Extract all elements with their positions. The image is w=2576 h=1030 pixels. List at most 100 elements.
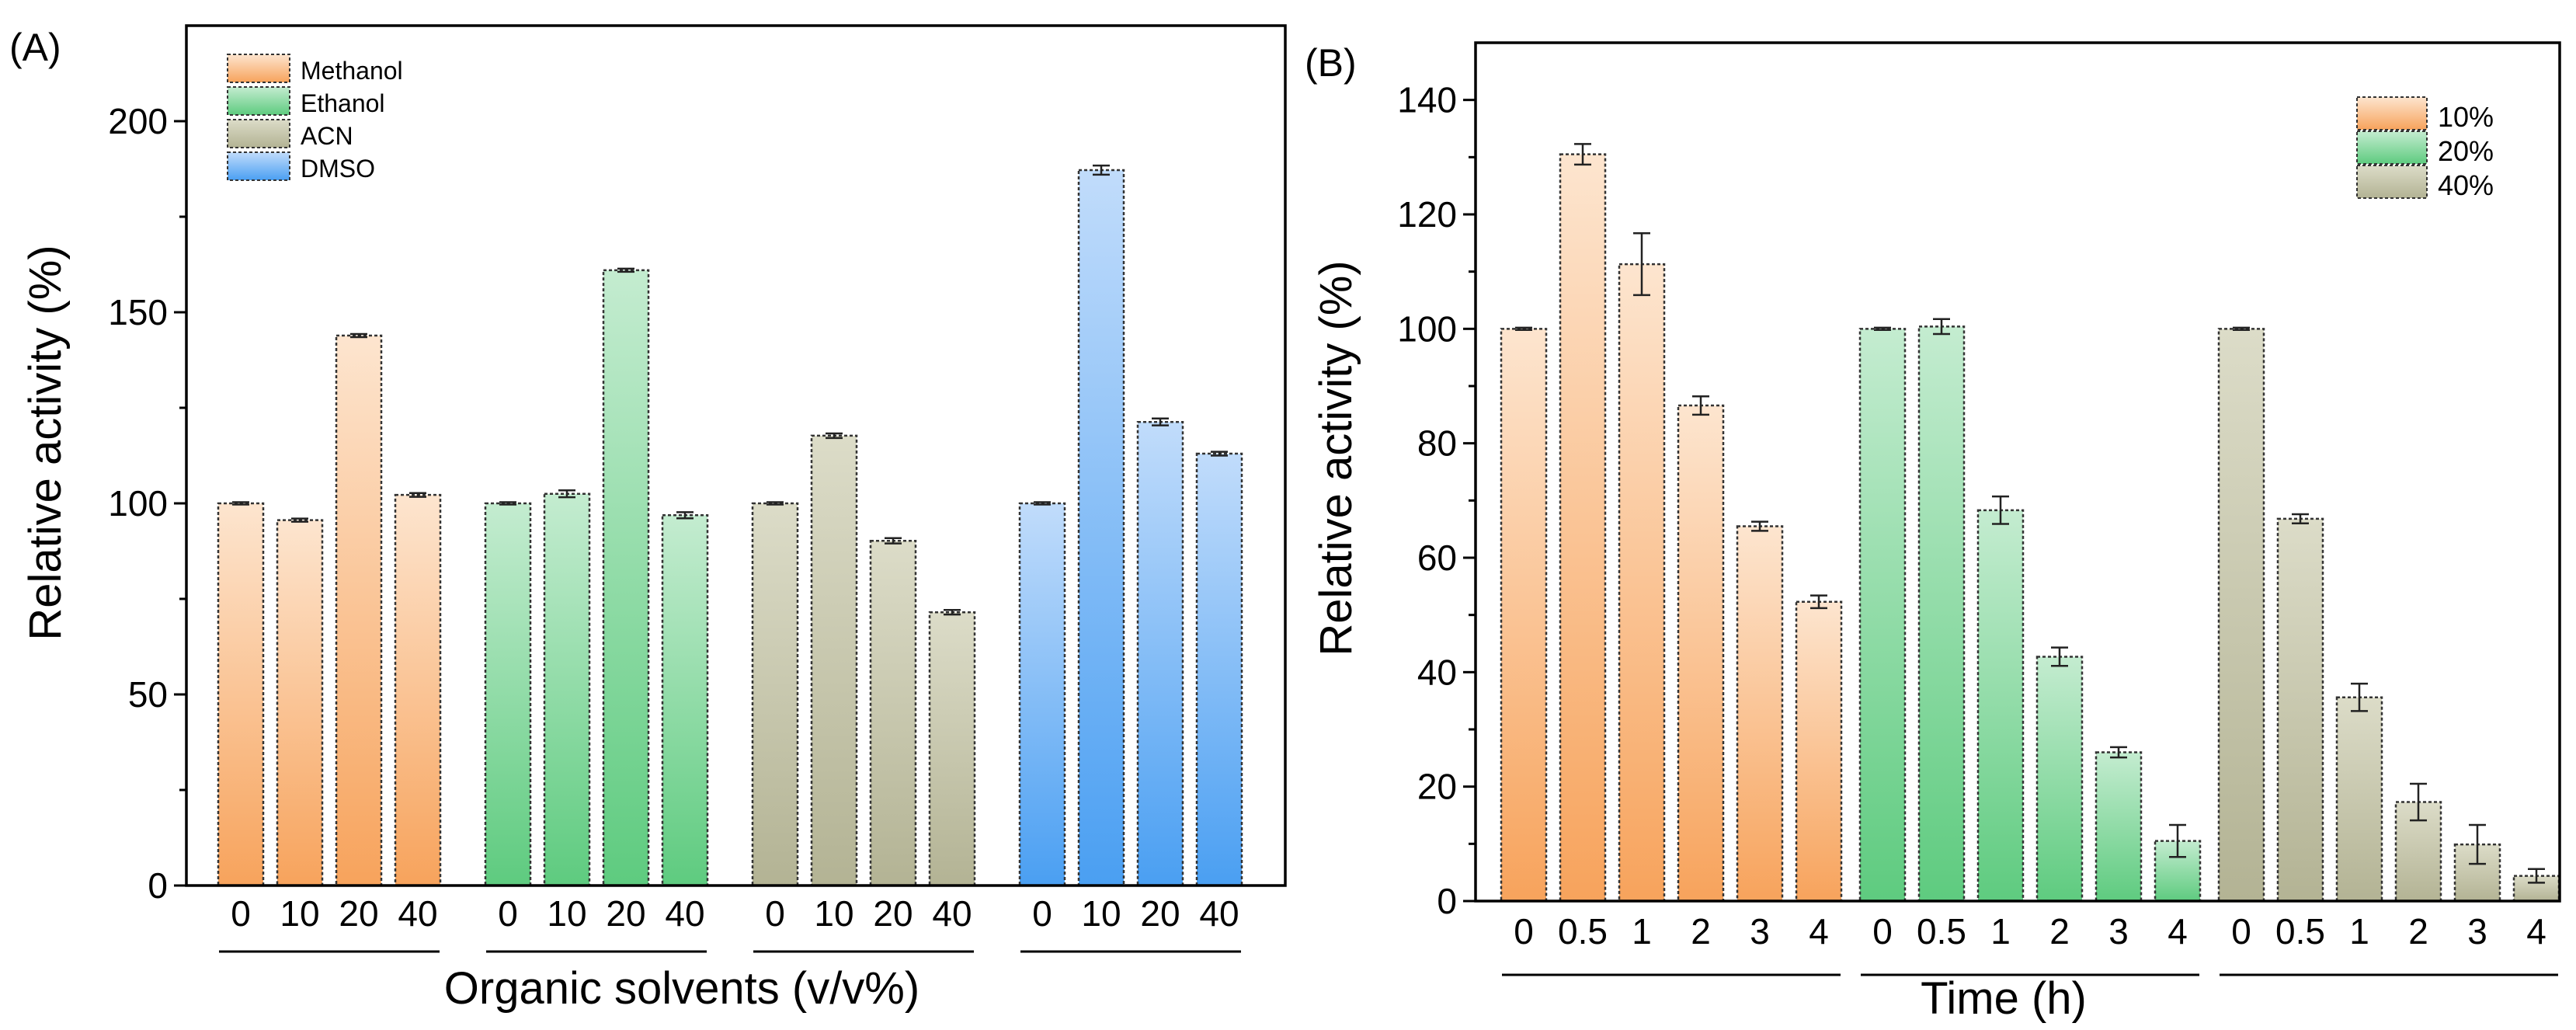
a-errorbar-2-1 <box>826 432 843 440</box>
b-errorbar-0-5 <box>1810 594 1827 610</box>
a-bar-ethanol-0 <box>484 502 532 887</box>
panel-a-axes: 0 10 20 40 0 10 20 40 0 10 20 40 0 10 20 40 0 50 100 150 200 <box>108 24 1287 953</box>
a-bar-dmso-40 <box>1195 452 1243 887</box>
panel-b-legend: 10%20%40% <box>2356 96 2494 201</box>
panel-b-x-axis-title: Time (h) <box>1921 973 2087 1024</box>
a-x-tick-label: 0 <box>765 893 785 934</box>
b-bar-20pct-1 <box>1976 509 2025 903</box>
a-y-tick-label: 100 <box>108 483 168 524</box>
b-bar-10pct-2 <box>1677 404 1725 903</box>
a-errorbar-1-1 <box>558 489 575 499</box>
a-y-tick-label: 150 <box>108 292 168 332</box>
b-x-tick-label: 0.5 <box>1558 911 1608 952</box>
a-bar-dmso-20 <box>1136 420 1184 887</box>
a-legend-swatch-2 <box>227 119 290 148</box>
b-x-tick-label: 0.5 <box>2275 911 2325 952</box>
b-y-tick-label: 0 <box>1437 881 1457 921</box>
a-x-tick-label: 10 <box>814 893 853 934</box>
a-y-tick-label: 0 <box>148 865 168 906</box>
b-bar-10pct-0.5 <box>1559 153 1607 903</box>
b-bar-20pct-0 <box>1858 328 1907 903</box>
b-errorbar-0-4 <box>1751 520 1768 532</box>
a-x-tick-label: 20 <box>873 893 913 934</box>
b-x-tick-label: 0 <box>1872 911 1893 952</box>
a-errorbar-0-0 <box>232 501 249 506</box>
b-x-tick-label: 1 <box>2349 911 2369 952</box>
a-bar-acn-20 <box>869 539 917 887</box>
panel-b-label: (B) <box>1305 41 1357 85</box>
panel-a-label: (A) <box>9 26 61 69</box>
b-errorbar-2-1 <box>2292 513 2309 525</box>
a-errorbar-2-0 <box>767 501 784 506</box>
b-bar-40pct-0 <box>2217 328 2265 903</box>
a-bar-methanol-20 <box>335 334 383 887</box>
b-x-tick-label: 2 <box>2408 911 2428 952</box>
a-x-tick-label: 10 <box>547 893 586 934</box>
b-bar-10pct-1 <box>1618 263 1666 903</box>
b-x-tick-label: 0.5 <box>1917 911 1966 952</box>
b-plot-frame <box>1474 41 2561 903</box>
a-y-tick-label: 50 <box>128 674 168 715</box>
a-errorbar-3-2 <box>1152 417 1169 426</box>
a-plot-frame <box>185 24 1287 887</box>
panel-a-bars <box>217 164 1243 887</box>
b-legend-swatch-2 <box>2356 165 2428 199</box>
b-x-tick-label: 2 <box>2049 911 2070 952</box>
a-y-tick-label: 200 <box>108 101 168 141</box>
b-legend-label: 10% <box>2438 101 2494 133</box>
panel-a-legend: Methanol Ethanol ACN DMSO <box>227 54 403 183</box>
a-bar-methanol-10 <box>276 519 324 887</box>
b-errorbar-0-1 <box>1574 143 1591 166</box>
a-legend-swatch-1 <box>227 86 290 116</box>
a-errorbar-0-2 <box>350 332 367 339</box>
b-x-tick-label: 0 <box>2231 911 2251 952</box>
b-errorbar-2-4 <box>2469 823 2486 865</box>
b-errorbar-0-0 <box>1515 326 1532 332</box>
panel-b-y-axis-title: Relative activity (%) <box>1311 260 1361 656</box>
a-errorbar-1-0 <box>499 501 516 506</box>
a-legend-label: Ethanol <box>301 89 385 117</box>
b-y-tick-label: 120 <box>1397 194 1457 235</box>
a-legend-label: ACN <box>301 122 353 150</box>
b-errorbar-0-3 <box>1692 395 1709 416</box>
b-errorbar-1-4 <box>2110 746 2127 759</box>
a-errorbar-2-2 <box>885 537 902 545</box>
panel-b: (B) Relative activity (%) Time (h) 0 0.5 1… <box>1305 41 2561 1024</box>
a-bar-acn-0 <box>751 502 799 887</box>
a-x-tick-label: 20 <box>339 893 378 934</box>
b-x-tick-label: 4 <box>1809 911 1829 952</box>
b-errorbar-0-2 <box>1633 232 1650 297</box>
a-x-tick-label: 20 <box>1140 893 1180 934</box>
b-x-tick-label: 3 <box>2467 911 2487 952</box>
a-x-tick-label: 40 <box>1199 893 1239 934</box>
b-errorbar-2-2 <box>2351 682 2368 712</box>
b-y-tick-label: 60 <box>1417 538 1457 578</box>
a-errorbar-1-2 <box>617 267 634 273</box>
a-legend-label: Methanol <box>301 57 403 85</box>
b-errorbar-1-1 <box>1933 318 1950 336</box>
a-bar-dmso-0 <box>1018 502 1066 887</box>
b-bar-10pct-0 <box>1500 328 1548 903</box>
a-errorbar-0-1 <box>291 517 308 523</box>
a-x-tick-label: 20 <box>606 893 645 934</box>
a-errorbar-3-1 <box>1093 164 1110 176</box>
a-x-tick-label: 10 <box>1081 893 1121 934</box>
a-errorbar-2-3 <box>944 609 961 616</box>
b-errorbar-1-3 <box>2051 646 2068 667</box>
b-bar-20pct-3 <box>2095 751 2143 903</box>
a-legend-swatch-3 <box>227 151 290 181</box>
a-errorbar-3-0 <box>1034 501 1051 506</box>
a-bar-acn-10 <box>810 434 858 887</box>
b-legend-swatch-1 <box>2356 130 2428 165</box>
a-x-tick-label: 40 <box>932 893 972 934</box>
b-legend-label: 20% <box>2438 135 2494 167</box>
b-y-tick-label: 140 <box>1397 80 1457 120</box>
a-x-tick-label: 40 <box>665 893 704 934</box>
panel-a-y-axis-title: Relative activity (%) <box>20 245 71 640</box>
b-bar-20pct-0.5 <box>1917 325 1966 903</box>
b-bar-40pct-1 <box>2335 696 2383 903</box>
b-legend-swatch-0 <box>2356 96 2428 130</box>
a-bar-methanol-0 <box>217 502 265 887</box>
a-bar-methanol-40 <box>394 493 442 887</box>
